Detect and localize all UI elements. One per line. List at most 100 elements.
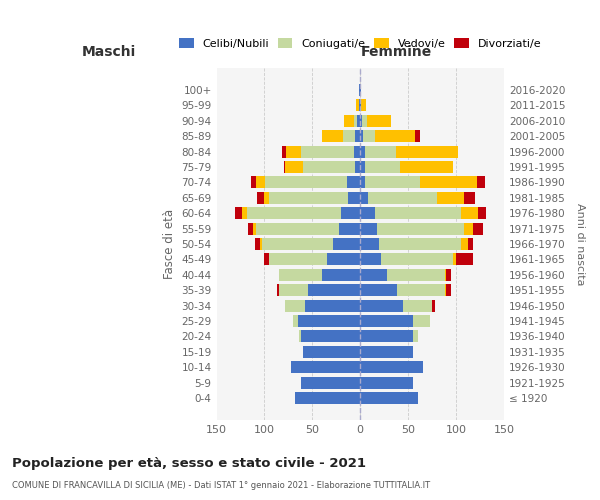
Bar	[248, 222, 253, 234]
Bar	[286, 146, 301, 158]
Bar	[437, 192, 464, 204]
Bar	[453, 254, 456, 266]
Bar	[387, 269, 445, 281]
Bar	[395, 146, 458, 158]
Bar	[419, 176, 477, 188]
Bar	[432, 300, 435, 312]
Bar	[365, 176, 419, 188]
Bar	[281, 146, 286, 158]
Bar	[279, 284, 308, 296]
Bar	[301, 146, 353, 158]
Bar	[242, 207, 247, 219]
Bar	[301, 376, 360, 388]
Bar	[356, 100, 359, 112]
Bar	[339, 222, 360, 234]
Bar	[456, 254, 473, 266]
Bar	[473, 222, 483, 234]
Bar	[360, 254, 382, 266]
Bar	[360, 222, 377, 234]
Bar	[360, 146, 365, 158]
Bar	[363, 130, 374, 142]
Bar	[344, 115, 353, 127]
Bar	[322, 130, 343, 142]
Bar	[413, 315, 430, 327]
Bar	[334, 238, 360, 250]
Bar	[360, 269, 387, 281]
Bar	[374, 207, 461, 219]
Text: Femmine: Femmine	[361, 45, 432, 59]
Text: Maschi: Maschi	[82, 45, 136, 59]
Bar	[353, 146, 360, 158]
Bar	[413, 330, 418, 342]
Bar	[359, 100, 360, 112]
Bar	[360, 392, 418, 404]
Bar	[362, 115, 367, 127]
Bar	[286, 300, 305, 312]
Bar	[251, 176, 256, 188]
Bar	[235, 207, 242, 219]
Bar	[256, 176, 265, 188]
Bar	[461, 238, 469, 250]
Bar	[360, 176, 365, 188]
Text: COMUNE DI FRANCAVILLA DI SICILIA (ME) - Dati ISTAT 1° gennaio 2021 - Elaborazion: COMUNE DI FRANCAVILLA DI SICILIA (ME) - …	[12, 481, 430, 490]
Bar	[360, 84, 361, 96]
Bar	[478, 207, 486, 219]
Bar	[360, 376, 413, 388]
Bar	[293, 315, 298, 327]
Bar	[365, 146, 395, 158]
Bar	[295, 392, 360, 404]
Bar	[256, 222, 339, 234]
Bar	[461, 207, 478, 219]
Bar	[355, 161, 360, 173]
Bar	[360, 346, 413, 358]
Bar	[403, 300, 432, 312]
Bar	[308, 284, 360, 296]
Text: Popolazione per età, sesso e stato civile - 2021: Popolazione per età, sesso e stato civil…	[12, 458, 366, 470]
Bar	[277, 284, 279, 296]
Bar	[360, 192, 368, 204]
Bar	[445, 269, 446, 281]
Bar	[446, 284, 451, 296]
Bar	[382, 254, 453, 266]
Bar	[361, 100, 366, 112]
Bar	[415, 130, 419, 142]
Bar	[265, 192, 269, 204]
Bar	[360, 315, 413, 327]
Bar	[464, 192, 475, 204]
Bar	[262, 238, 334, 250]
Bar	[247, 207, 341, 219]
Bar	[303, 161, 355, 173]
Bar	[360, 330, 413, 342]
Bar	[298, 315, 360, 327]
Bar	[341, 207, 360, 219]
Bar	[305, 300, 360, 312]
Bar	[360, 130, 363, 142]
Bar	[353, 115, 358, 127]
Bar	[265, 254, 269, 266]
Bar	[255, 238, 260, 250]
Bar	[365, 161, 400, 173]
Bar	[360, 115, 362, 127]
Bar	[477, 176, 485, 188]
Bar	[253, 222, 256, 234]
Bar	[347, 176, 360, 188]
Bar	[379, 238, 461, 250]
Bar	[269, 192, 348, 204]
Legend: Celibi/Nubili, Coniugati/e, Vedovi/e, Divorziati/e: Celibi/Nubili, Coniugati/e, Vedovi/e, Di…	[179, 38, 541, 49]
Bar	[360, 207, 374, 219]
Y-axis label: Anni di nascita: Anni di nascita	[575, 203, 585, 285]
Bar	[355, 130, 360, 142]
Bar	[326, 254, 360, 266]
Y-axis label: Fasce di età: Fasce di età	[163, 209, 176, 279]
Bar	[279, 269, 322, 281]
Bar	[360, 161, 365, 173]
Bar	[469, 238, 473, 250]
Bar	[360, 284, 397, 296]
Bar	[360, 362, 422, 374]
Bar	[348, 192, 360, 204]
Bar	[265, 176, 347, 188]
Bar	[400, 161, 453, 173]
Bar	[291, 362, 360, 374]
Bar	[322, 269, 360, 281]
Bar	[377, 222, 464, 234]
